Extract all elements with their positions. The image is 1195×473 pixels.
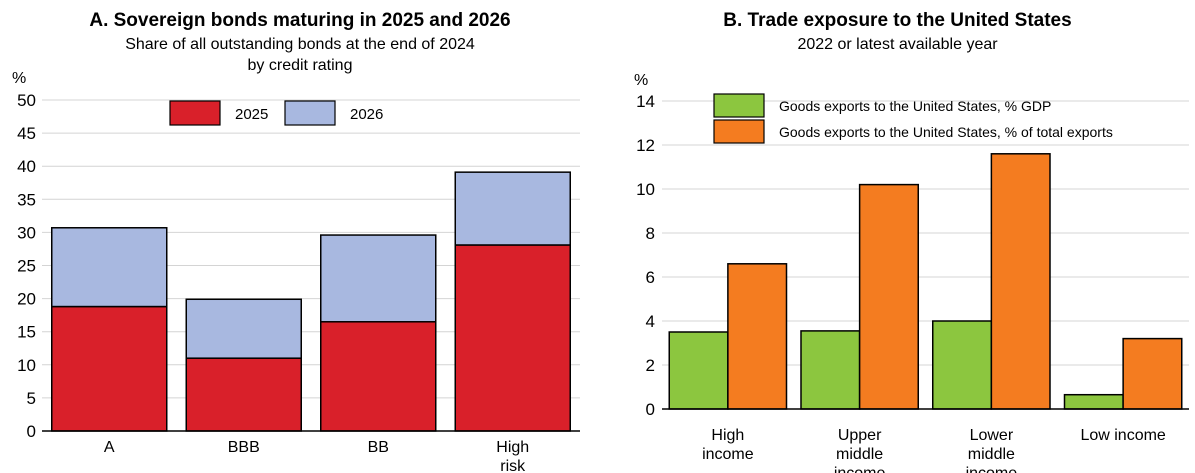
bar-series-2 (858, 183, 920, 410)
x-tick-label: High (496, 439, 529, 456)
y-tick-label: 50 (17, 91, 36, 110)
x-tick-label: Upper (838, 427, 882, 444)
bar-series-2 (1122, 337, 1183, 410)
x-tick-label: middle (968, 446, 1015, 463)
y-tick-label: 20 (17, 290, 36, 309)
bar-2025 (51, 305, 168, 432)
panel-b: B. Trade exposure to the United States 2… (600, 0, 1195, 473)
x-tick-label: Low income (1080, 427, 1165, 444)
bar-2026 (320, 234, 437, 323)
x-tick-label: A (104, 439, 115, 456)
bar-2025 (185, 357, 302, 432)
y-tick-label: 14 (636, 92, 655, 111)
legend-label: Goods exports to the United States, % GD… (779, 98, 1051, 114)
legend-swatch (169, 100, 221, 126)
y-tick-label: 8 (646, 224, 655, 243)
y-tick-label: 10 (636, 180, 655, 199)
bar-series-1 (800, 330, 861, 410)
x-tick-label: income (834, 465, 886, 473)
bar-series-1 (668, 331, 729, 410)
panel-b-title: B. Trade exposure to the United States (723, 10, 1072, 31)
y-tick-label: 0 (646, 400, 655, 419)
bar-series-1 (931, 320, 993, 410)
bar-2026 (51, 227, 168, 308)
y-axis-unit: % (634, 72, 648, 89)
x-tick-label: High (711, 427, 744, 444)
panel-b-subtitle: 2022 or latest available year (797, 36, 998, 53)
bar-2026 (185, 298, 302, 359)
x-tick-label: income (702, 446, 754, 463)
panel-a-subtitle-line-1: Share of all outstanding bonds at the en… (125, 36, 475, 53)
bar-series-2 (990, 153, 1051, 410)
panel-a: A. Sovereign bonds maturing in 2025 and … (12, 10, 580, 473)
y-tick-label: 10 (17, 356, 36, 375)
legend-label: Goods exports to the United States, % of… (779, 124, 1113, 140)
y-tick-label: 15 (17, 323, 36, 342)
y-tick-label: 0 (27, 422, 36, 441)
y-tick-label: 5 (27, 389, 36, 408)
legend-swatch (713, 119, 765, 144)
y-tick-label: 35 (17, 190, 36, 209)
legend-swatch (284, 100, 336, 126)
x-tick-label: BBB (228, 439, 260, 456)
panel-b-chart: 0 2 4 6 8 10 12 14% High income Upper middle income L… (634, 72, 1189, 473)
y-tick-label: 30 (17, 223, 36, 242)
bar-series-1 (1063, 393, 1124, 410)
y-tick-label: 40 (17, 157, 36, 176)
y-tick-label: 12 (636, 136, 655, 155)
x-tick-label: income (966, 465, 1018, 473)
y-tick-label: 6 (646, 268, 655, 287)
bar-2025 (320, 321, 437, 432)
legend-swatch (713, 93, 765, 118)
y-tick-label: 2 (646, 356, 655, 375)
y-tick-label: 25 (17, 257, 36, 276)
x-tick-label: Lower (970, 427, 1014, 444)
panel-a-title: A. Sovereign bonds maturing in 2025 and … (89, 10, 511, 31)
x-tick-label: risk (500, 458, 526, 473)
y-tick-label: 45 (17, 124, 36, 143)
y-axis-unit: % (12, 70, 26, 87)
bar-2025 (454, 244, 571, 432)
panel-a-subtitle-line-2: by credit rating (247, 57, 353, 74)
bar-2026 (454, 171, 571, 246)
x-tick-label: BB (368, 439, 389, 456)
legend-label: 2026 (350, 106, 383, 123)
y-tick-label: 4 (646, 312, 655, 331)
x-tick-label: middle (836, 446, 883, 463)
legend-label: 2025 (235, 106, 268, 123)
bar-series-2 (727, 263, 788, 410)
